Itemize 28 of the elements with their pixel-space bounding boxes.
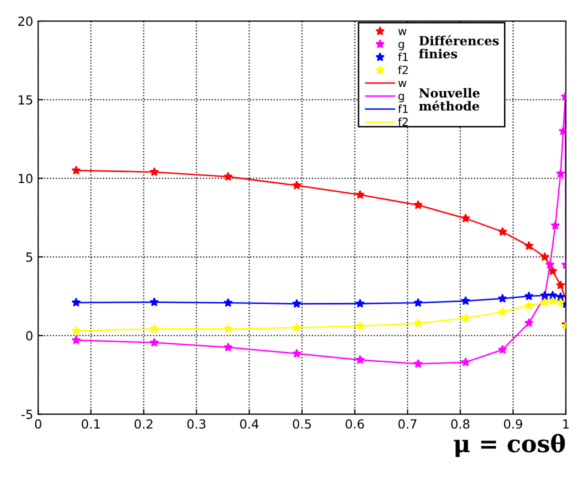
annotation: Différences finies [419, 35, 499, 58]
x-tick-label: 0 [34, 419, 42, 429]
y-tick-label: 5 [26, 252, 32, 262]
annotation: Nouvelle méthode [419, 88, 480, 111]
x-tick-label: 0.1 [82, 419, 100, 429]
legend-label: w [398, 80, 406, 87]
legend-label: f1 [398, 104, 408, 113]
x-tick-label: 0.7 [398, 419, 416, 429]
x-tick-label: 0.6 [346, 419, 364, 429]
y-tick-label: 0 [26, 331, 32, 340]
x-tick-label: 0.8 [451, 419, 470, 429]
legend-label: f2 [398, 66, 408, 74]
y-tick-label: 10 [18, 174, 32, 184]
legend-label: w [398, 29, 406, 36]
legend-label: g [398, 42, 404, 50]
y-tick-label: 20 [18, 16, 32, 26]
x-tick-label: 0.9 [504, 419, 522, 429]
x-axis-title: μ = cosθ [454, 434, 565, 458]
y-tick-label: 15 [18, 95, 32, 105]
y-tick-label: -5 [21, 410, 32, 420]
x-tick-label: 0.4 [240, 419, 258, 429]
x-tick-label: 0.3 [187, 419, 206, 429]
x-tick-label: 1 [563, 419, 569, 429]
x-tick-label: 0.2 [134, 419, 152, 429]
legend-label: g [398, 94, 404, 102]
x-tick-label: 0.5 [292, 419, 311, 429]
legend-label: f1 [398, 52, 408, 62]
legend-label: f2 [398, 117, 408, 126]
